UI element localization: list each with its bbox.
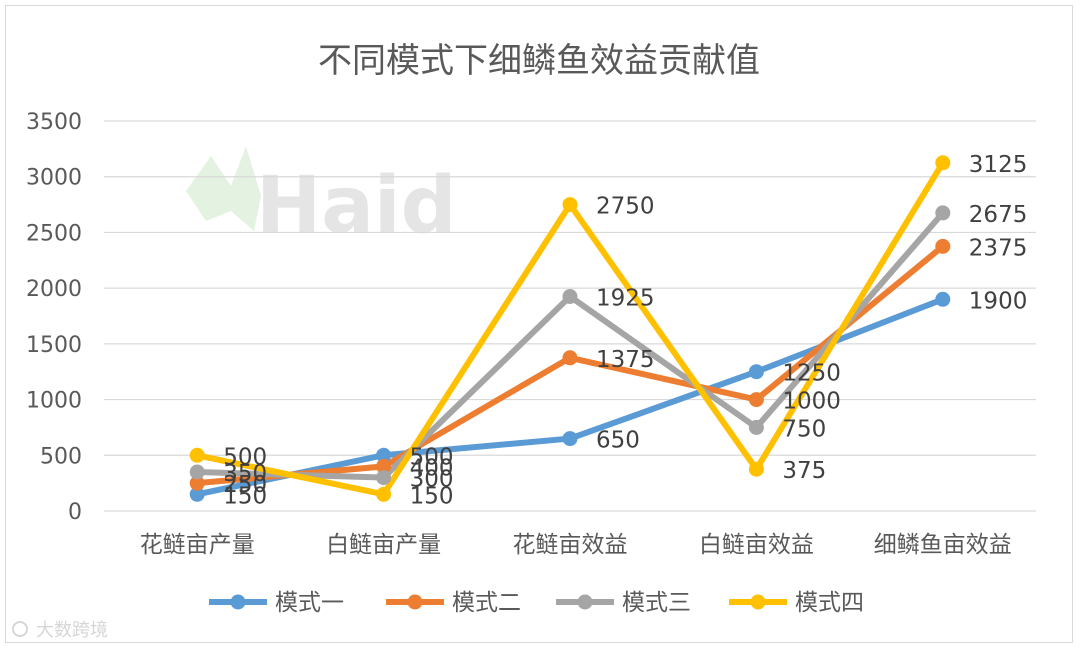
data-point (748, 461, 764, 477)
data-point (189, 464, 205, 480)
series-group (189, 155, 951, 502)
data-label: 2675 (969, 202, 1028, 228)
legend: 模式一 模式二 模式三 模式四 (209, 590, 864, 616)
data-label: 300 (410, 467, 454, 493)
data-label: 375 (782, 458, 826, 484)
data-point (562, 431, 578, 447)
x-tick-label: 白鲢亩产量 (326, 532, 441, 558)
y-tick-label: 0 (68, 500, 82, 525)
data-point (935, 205, 951, 221)
data-point (562, 289, 578, 304)
data-label: 350 (223, 461, 267, 487)
data-point (935, 238, 951, 254)
y-tick-label: 500 (40, 444, 82, 469)
x-tick-label: 细鳞鱼亩效益 (874, 532, 1012, 558)
data-point (376, 447, 392, 463)
data-point (748, 419, 764, 435)
data-point (748, 392, 764, 408)
x-tick-label: 白鲢亩效益 (699, 532, 814, 558)
data-label: 500 (410, 444, 454, 470)
data-label: 1250 (782, 361, 841, 387)
chart-frame: Haid 不同模式下细鳞鱼效益贡献值 0 500 1000 1500 2000 2500 3… (5, 5, 1073, 643)
line-chart: Haid 不同模式下细鳞鱼效益贡献值 0 500 1000 1500 2000 2500 3… (12, 41, 1036, 641)
data-point (562, 197, 578, 213)
x-tick-label: 花鲢亩效益 (513, 532, 628, 558)
y-tick-label: 3000 (26, 166, 82, 191)
footer-watermark-text: 大数跨境 (36, 620, 108, 641)
y-tick-label: 2500 (26, 221, 82, 246)
x-axis: 花鲢亩产量 白鲢亩产量 花鲢亩效益 白鲢亩效益 细鳞鱼亩效益 (140, 532, 1012, 558)
data-point (376, 458, 392, 474)
legend-marker (230, 594, 246, 610)
data-point (189, 475, 205, 491)
data-label: 1000 (782, 389, 841, 415)
data-label: 1925 (596, 286, 655, 312)
data-label: 500 (223, 444, 267, 470)
data-point (562, 350, 578, 366)
data-point (376, 486, 392, 502)
legend-marker (577, 594, 593, 610)
data-point (935, 155, 951, 171)
data-label: 150 (223, 483, 267, 509)
y-tick-label: 2000 (26, 277, 82, 302)
data-label: 2750 (596, 194, 655, 220)
y-tick-label: 1500 (26, 333, 82, 358)
data-labels-group: 150 500 650 1250 1900 250 400 1375 1000 2375 350 30… (223, 152, 1028, 509)
legend-marker (407, 594, 423, 610)
footer-watermark: 大数跨境 (12, 620, 108, 641)
chart-title: 不同模式下细鳞鱼效益贡献值 (318, 41, 760, 81)
data-point (376, 470, 392, 486)
data-point (189, 486, 205, 502)
haid-watermark: Haid (158, 126, 456, 251)
data-label: 3125 (969, 152, 1028, 178)
data-label: 250 (223, 472, 267, 498)
gridlines (104, 120, 1036, 512)
y-axis: 0 500 1000 1500 2000 2500 3000 3500 (26, 110, 82, 525)
legend-label: 模式二 (452, 590, 521, 616)
footer-logo-icon (12, 621, 28, 637)
legend-label: 模式四 (795, 590, 864, 616)
data-point (748, 364, 764, 380)
y-tick-label: 1000 (26, 389, 82, 414)
data-label: 1375 (596, 347, 655, 373)
y-tick-label: 3500 (26, 110, 82, 135)
x-tick-label: 花鲢亩产量 (140, 532, 255, 558)
legend-label: 模式一 (275, 590, 344, 616)
data-point (189, 447, 205, 463)
legend-marker (750, 594, 766, 610)
data-label: 400 (410, 455, 454, 481)
legend-label: 模式三 (622, 590, 691, 616)
data-label: 150 (410, 483, 454, 509)
data-point (935, 291, 951, 307)
data-label: 1900 (969, 288, 1028, 314)
watermark-logo-text: Haid (256, 161, 456, 251)
data-label: 650 (596, 428, 640, 454)
data-label: 750 (782, 416, 826, 442)
data-label: 2375 (969, 235, 1028, 261)
